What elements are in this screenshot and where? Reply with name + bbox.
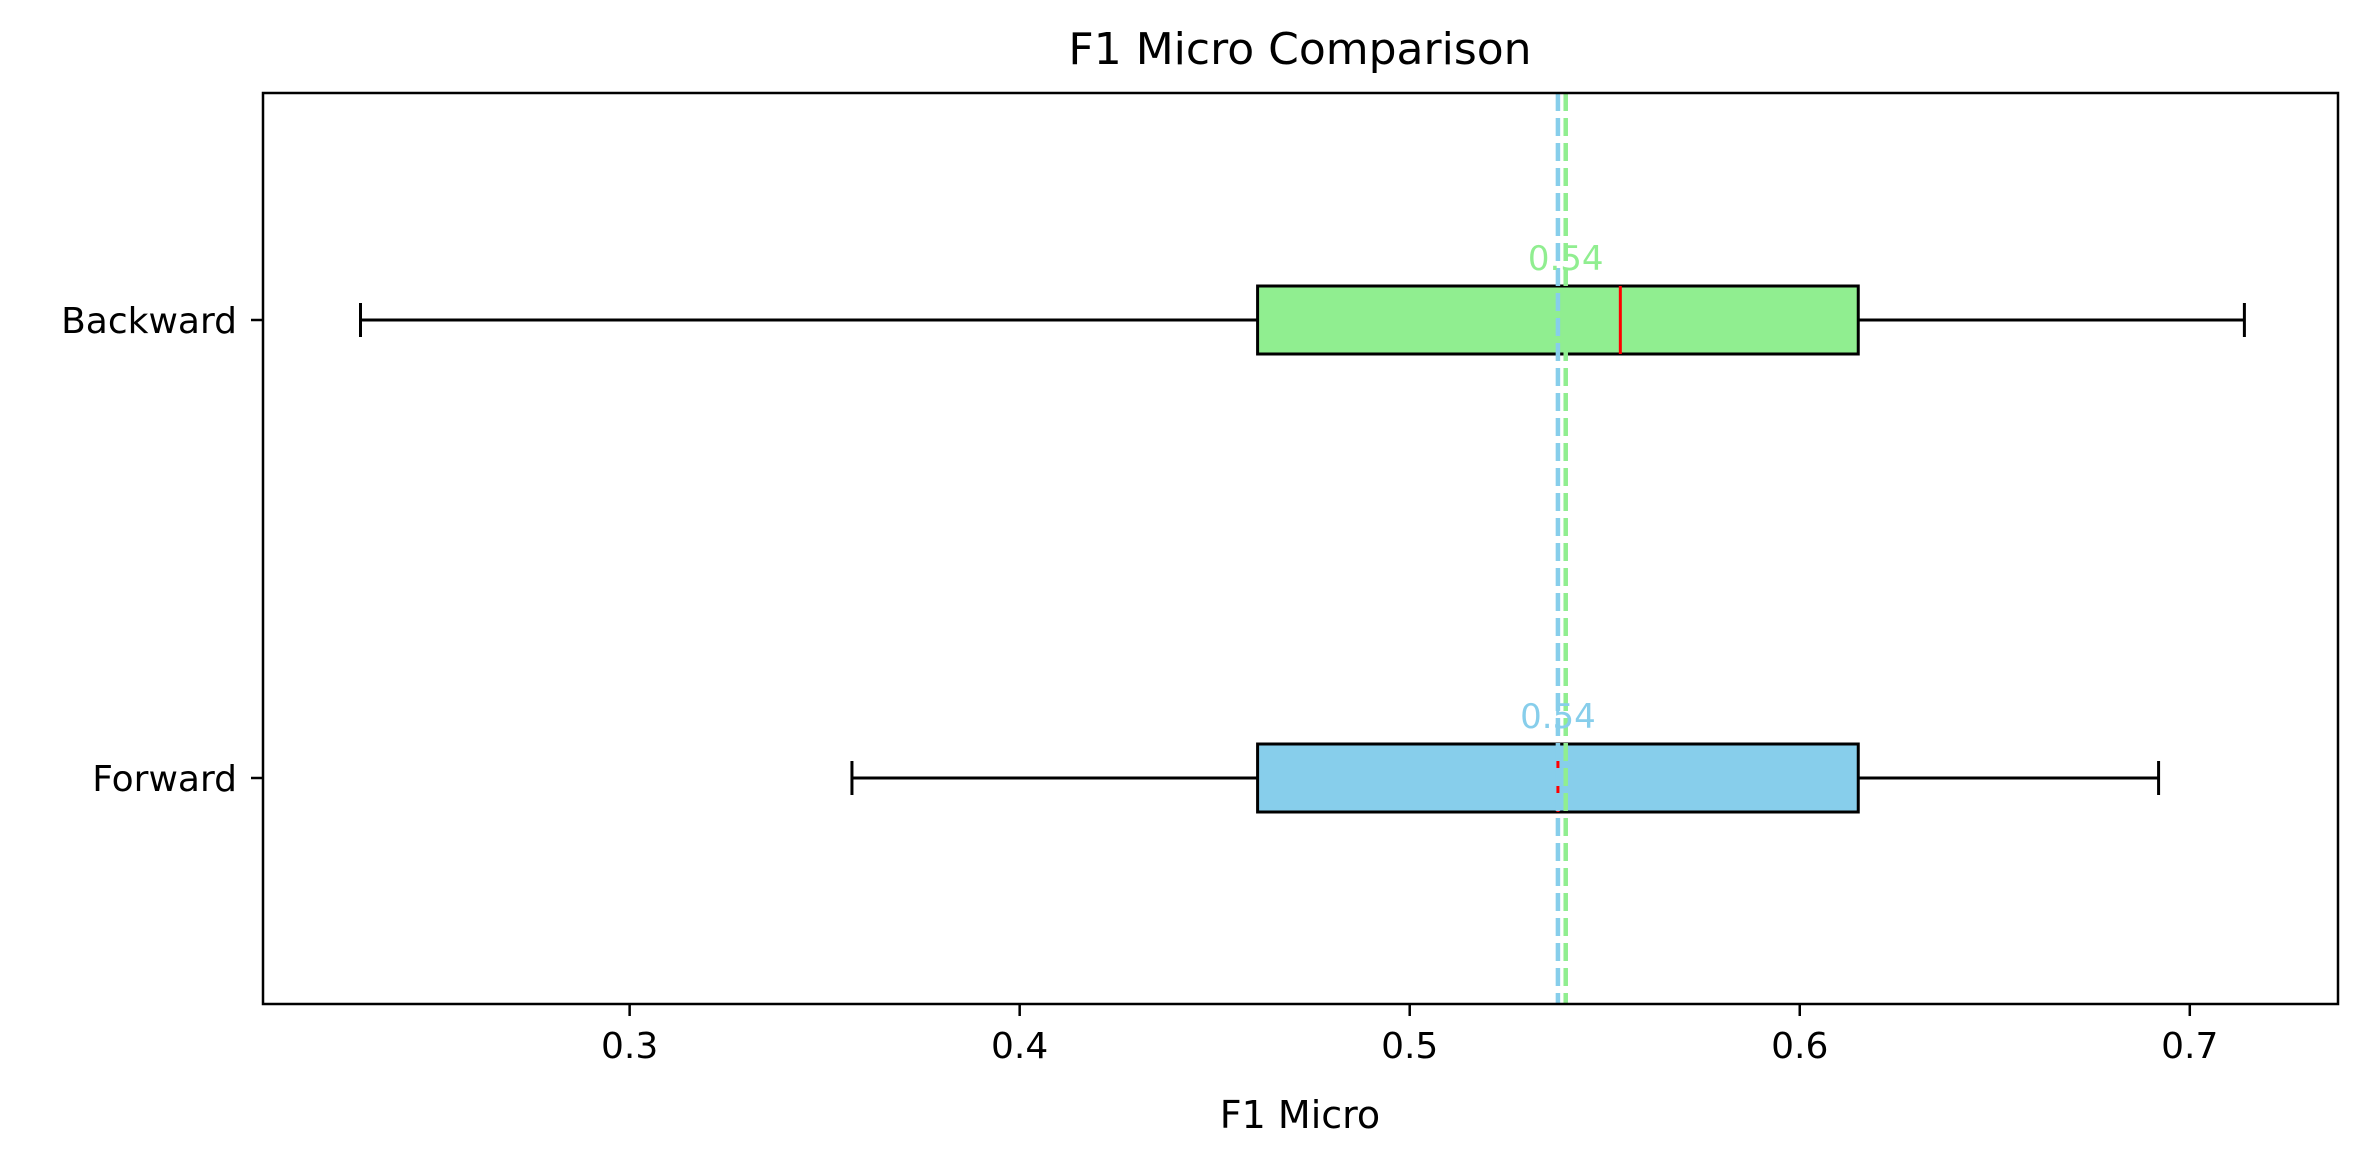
plot-area: 0.54 0.54 0.3 0.4 0.5 0.6 0.7 Forward Backward (61, 91, 2340, 1067)
x-tick-label: 0.4 (991, 1026, 1048, 1067)
backward-mean-label: 0.54 (1528, 239, 1604, 279)
chart-title: F1 Micro Comparison (1068, 24, 1531, 75)
y-tick-label-backward: Backward (61, 301, 237, 342)
x-tick-label: 0.5 (1381, 1026, 1438, 1067)
x-tick-label: 0.6 (1771, 1026, 1828, 1067)
x-tick-label: 0.3 (601, 1026, 658, 1067)
axes-frame (261, 91, 2340, 1006)
x-axis-label: F1 Micro (1220, 1093, 1380, 1137)
x-tick-label: 0.7 (2161, 1026, 2218, 1067)
forward-mean-label: 0.54 (1520, 697, 1596, 737)
y-tick-label-forward: Forward (92, 759, 237, 800)
